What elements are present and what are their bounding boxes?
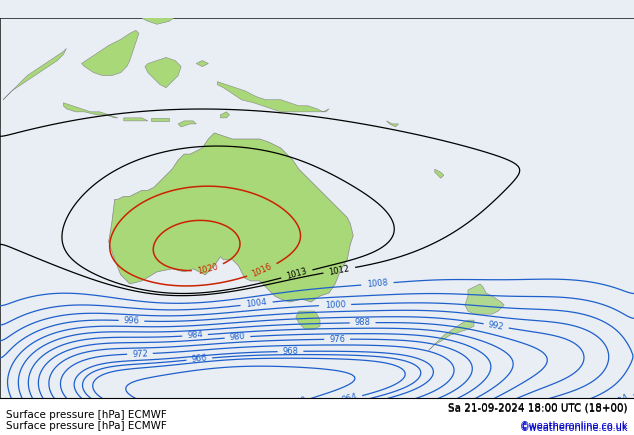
Text: 992: 992 bbox=[488, 320, 505, 332]
Polygon shape bbox=[221, 112, 230, 118]
Polygon shape bbox=[178, 121, 197, 127]
Polygon shape bbox=[145, 57, 181, 88]
Text: 1013: 1013 bbox=[285, 267, 308, 281]
Text: Sa 21-09-2024 18:00 UTC (18+00): Sa 21-09-2024 18:00 UTC (18+00) bbox=[448, 402, 628, 412]
Polygon shape bbox=[151, 118, 169, 121]
Text: 988: 988 bbox=[354, 318, 371, 328]
Text: Surface pressure [hPa] ECMWF: Surface pressure [hPa] ECMWF bbox=[6, 421, 167, 431]
Text: 980: 980 bbox=[230, 332, 246, 342]
Polygon shape bbox=[142, 0, 181, 24]
Text: 960: 960 bbox=[290, 395, 308, 409]
Text: 1004: 1004 bbox=[245, 298, 268, 309]
Polygon shape bbox=[435, 169, 444, 178]
Text: 968: 968 bbox=[282, 347, 299, 356]
Polygon shape bbox=[3, 48, 67, 100]
Polygon shape bbox=[108, 133, 353, 302]
Polygon shape bbox=[296, 311, 320, 329]
Polygon shape bbox=[82, 30, 139, 76]
Text: 1004: 1004 bbox=[608, 393, 630, 411]
Text: 976: 976 bbox=[329, 335, 345, 344]
Polygon shape bbox=[429, 320, 474, 350]
Text: 1016: 1016 bbox=[250, 262, 274, 279]
Text: ©weatheronline.co.uk: ©weatheronline.co.uk bbox=[519, 421, 628, 431]
Text: 1008: 1008 bbox=[366, 278, 389, 289]
Text: 972: 972 bbox=[132, 349, 148, 358]
Polygon shape bbox=[465, 284, 504, 314]
Polygon shape bbox=[387, 121, 399, 127]
Polygon shape bbox=[217, 82, 329, 112]
Text: 1020: 1020 bbox=[197, 262, 219, 276]
Text: 996: 996 bbox=[124, 316, 139, 325]
Text: 964: 964 bbox=[341, 392, 359, 405]
Text: ©weatheronline.co.uk: ©weatheronline.co.uk bbox=[519, 423, 628, 432]
Text: Sa 21-09-2024 18:00 UTC (18+00): Sa 21-09-2024 18:00 UTC (18+00) bbox=[448, 403, 628, 413]
Polygon shape bbox=[124, 118, 148, 121]
Text: 1000: 1000 bbox=[325, 300, 346, 310]
Text: 1012: 1012 bbox=[328, 264, 351, 277]
Text: 966: 966 bbox=[191, 354, 208, 364]
Polygon shape bbox=[63, 103, 118, 118]
Text: 984: 984 bbox=[187, 330, 204, 341]
Text: Surface pressure [hPa] ECMWF: Surface pressure [hPa] ECMWF bbox=[6, 410, 167, 420]
Polygon shape bbox=[197, 60, 209, 67]
